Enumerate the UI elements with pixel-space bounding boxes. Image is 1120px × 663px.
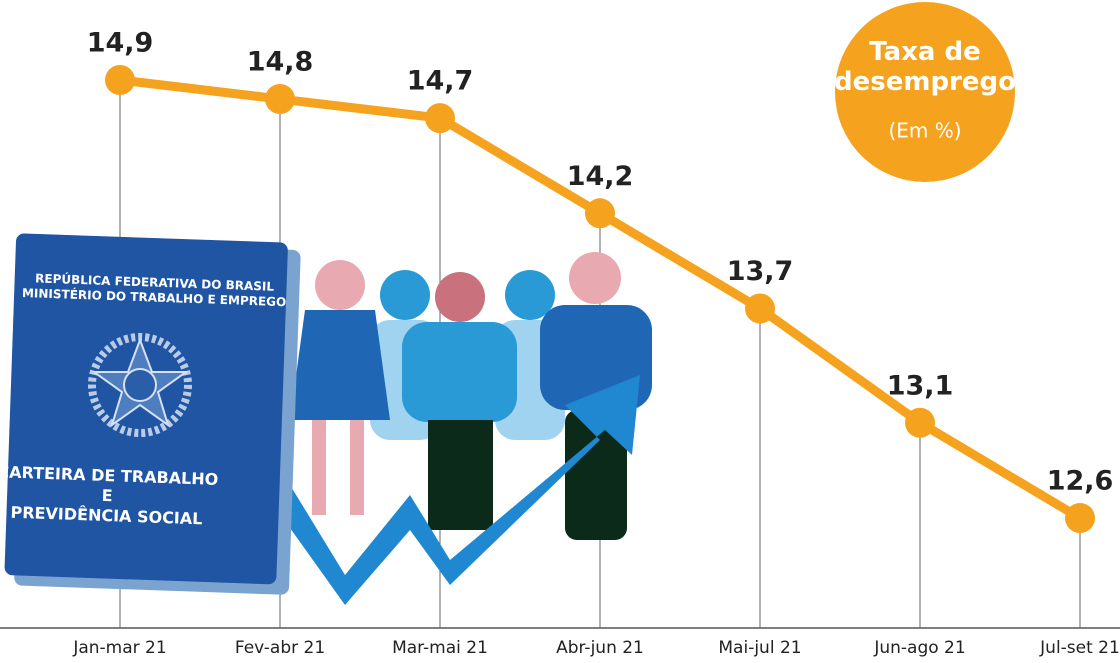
- value-label: 14,7: [407, 66, 474, 97]
- point: [105, 65, 135, 95]
- x-tick-label: Fev-abr 21: [235, 638, 325, 658]
- x-tick-label: Jul-set 21: [1039, 638, 1120, 658]
- chart-subtitle: (Em %): [888, 119, 961, 143]
- value-label: 14,8: [247, 47, 314, 78]
- point: [585, 198, 615, 228]
- point: [1065, 503, 1095, 533]
- value-label: 13,7: [727, 256, 794, 287]
- chart: REPÚBLICA FEDERATIVA DO BRASILMINISTÉRIO…: [0, 0, 1120, 663]
- value-label: 12,6: [1047, 466, 1114, 497]
- booklet-text: E: [101, 486, 113, 505]
- value-label: 14,9: [87, 28, 154, 59]
- x-tick-label: Mar-mai 21: [392, 638, 488, 658]
- x-tick-label: Jun-ago 21: [873, 638, 965, 658]
- point: [905, 408, 935, 438]
- illustration: REPÚBLICA FEDERATIVA DO BRASILMINISTÉRIO…: [0, 233, 652, 605]
- value-label: 13,1: [887, 370, 954, 401]
- x-tick-label: Jan-mar 21: [72, 638, 166, 658]
- point: [265, 84, 295, 114]
- value-label: 14,2: [567, 161, 634, 192]
- point: [745, 294, 775, 324]
- point: [425, 103, 455, 133]
- x-tick-label: Abr-jun 21: [556, 638, 644, 658]
- x-tick-label: Mai-jul 21: [718, 638, 801, 658]
